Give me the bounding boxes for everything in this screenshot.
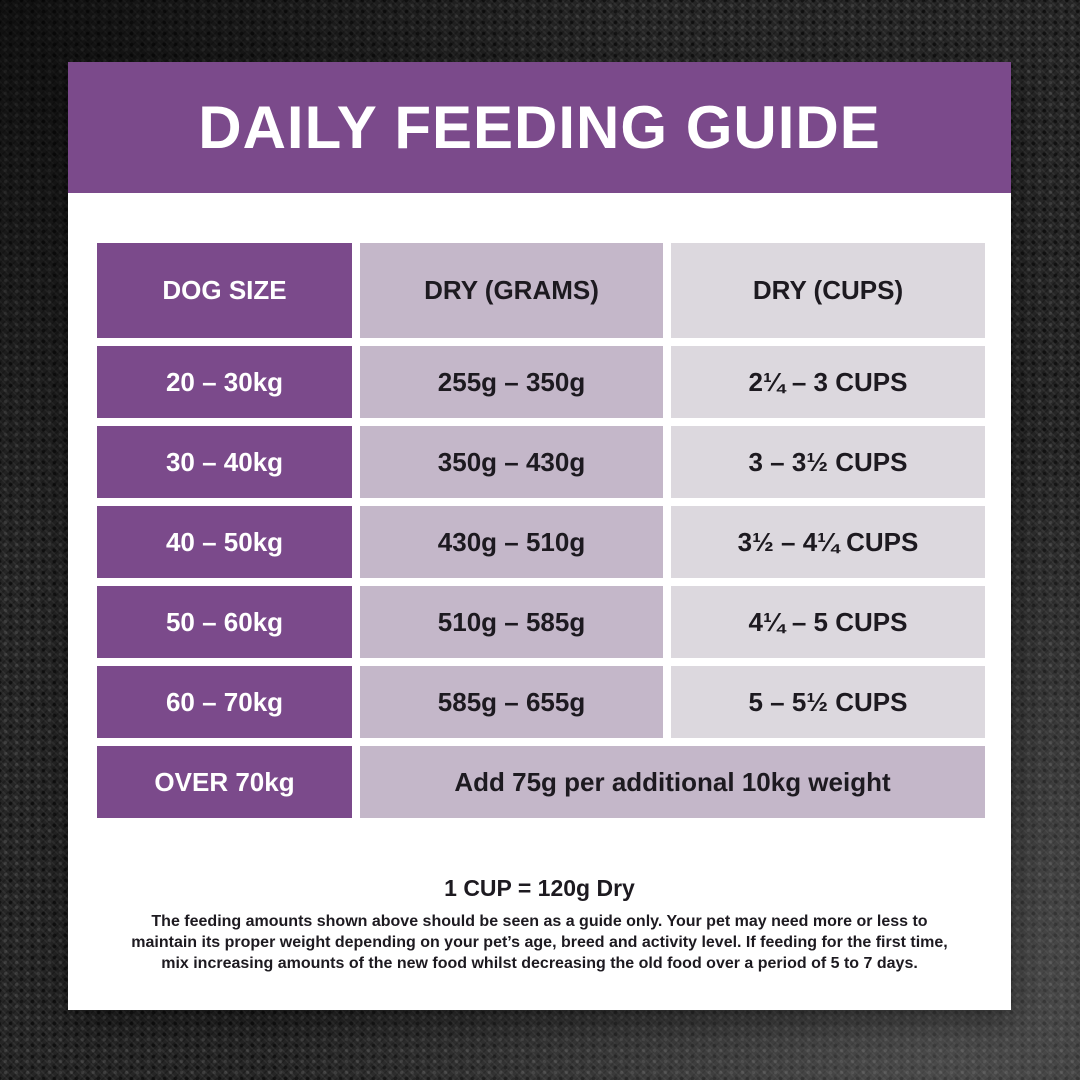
feeding-guide-card: DAILY FEEDING GUIDE DOG SIZE DRY (GRAMS)… [68, 62, 1011, 1010]
disclaimer-line-1: The feeding amounts shown above should b… [151, 913, 928, 930]
table-row-grams: 430g – 510g [360, 506, 663, 578]
table-row-size: 50 – 60kg [97, 586, 352, 658]
table-row-size: 30 – 40kg [97, 426, 352, 498]
feeding-disclaimer: The feeding amounts shown above should b… [68, 911, 1011, 974]
column-header-dry-cups: DRY (CUPS) [671, 243, 985, 338]
page-title: DAILY FEEDING GUIDE [198, 94, 881, 161]
cup-equivalence-note: 1 CUP = 120g Dry [444, 875, 635, 901]
table-row-cups: 5 – 5½ CUPS [671, 666, 985, 738]
table-row-cups: 3 – 3½ CUPS [671, 426, 985, 498]
table-row-grams: 585g – 655g [360, 666, 663, 738]
table-row-size: 60 – 70kg [97, 666, 352, 738]
table-row-cups: 2¼ – 3 CUPS [671, 346, 985, 418]
table-row-size-over: OVER 70kg [97, 746, 352, 818]
table-row-cups: 3½ – 4¼ CUPS [671, 506, 985, 578]
disclaimer-line-3: mix increasing amounts of the new food w… [161, 955, 918, 973]
table-row-size: 40 – 50kg [97, 506, 352, 578]
table-row-cups: 4¼ – 5 CUPS [671, 586, 985, 658]
table-row-grams: 510g – 585g [360, 586, 663, 658]
table-row-size: 20 – 30kg [97, 346, 352, 418]
table-row-additional-note: Add 75g per additional 10kg weight [360, 746, 985, 818]
table-row-grams: 255g – 350g [360, 346, 663, 418]
title-banner: DAILY FEEDING GUIDE [68, 62, 1011, 193]
column-header-dog-size: DOG SIZE [97, 243, 352, 338]
column-header-dry-grams: DRY (GRAMS) [360, 243, 663, 338]
table-row-grams: 350g – 430g [360, 426, 663, 498]
feeding-table: DOG SIZE DRY (GRAMS) DRY (CUPS) 20 – 30k… [97, 243, 985, 818]
disclaimer-line-2: maintain its proper weight depending on … [131, 934, 948, 952]
